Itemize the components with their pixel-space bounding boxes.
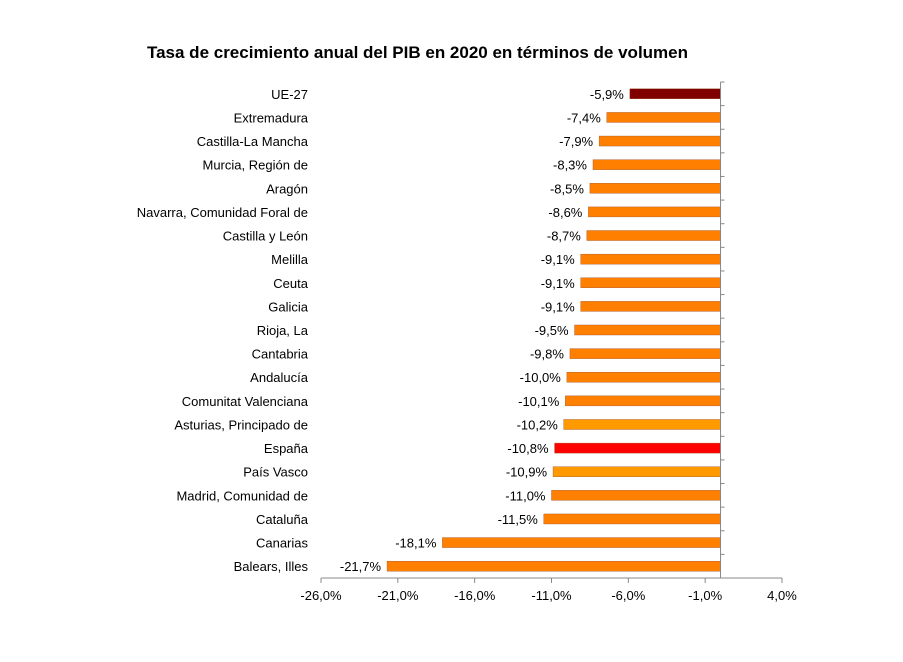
category-label: Comunitat Valenciana xyxy=(182,394,309,409)
bar xyxy=(552,466,721,477)
bar xyxy=(551,490,721,501)
data-label: -8,3% xyxy=(553,158,587,173)
data-label: -11,5% xyxy=(498,512,539,527)
data-label: -5,9% xyxy=(590,87,624,102)
bar xyxy=(629,88,721,100)
category-label: Canarias xyxy=(256,536,309,551)
bar xyxy=(598,135,721,147)
data-label: -9,1% xyxy=(541,299,575,314)
category-label: Murcia, Región de xyxy=(203,158,309,173)
bar xyxy=(606,112,721,123)
x-tick-label: 4,0% xyxy=(767,588,797,603)
bar xyxy=(563,419,721,430)
bar xyxy=(442,537,721,548)
x-tick-label: -6,0% xyxy=(611,588,645,603)
data-label: -21,7% xyxy=(340,559,382,574)
category-label: Asturias, Principado de xyxy=(174,417,308,432)
data-label: -8,7% xyxy=(547,229,581,244)
bar xyxy=(580,253,721,265)
data-label: -9,1% xyxy=(541,276,575,291)
category-label: Cataluña xyxy=(256,512,309,527)
x-tick-label: -16,0% xyxy=(454,588,496,603)
category-label: España xyxy=(264,441,309,456)
bar xyxy=(588,206,721,218)
category-label: Andalucía xyxy=(250,370,309,385)
bar xyxy=(543,513,721,525)
bar xyxy=(574,324,721,336)
category-label: Ceuta xyxy=(273,276,308,291)
data-label: -7,9% xyxy=(559,134,593,149)
data-label: -11,0% xyxy=(505,488,546,503)
category-label: Galicia xyxy=(268,299,309,314)
bar xyxy=(580,301,721,312)
data-label: -9,1% xyxy=(541,252,575,267)
bar xyxy=(566,372,721,383)
category-label: Navarra, Comunidad Foral de xyxy=(137,205,308,220)
category-label: País Vasco xyxy=(243,465,308,480)
data-label: -9,5% xyxy=(535,323,569,338)
x-tick-label: -11,0% xyxy=(531,588,572,603)
data-label: -7,4% xyxy=(567,110,601,125)
data-label: -10,1% xyxy=(518,394,560,409)
bar xyxy=(592,159,721,170)
data-label: -10,2% xyxy=(517,417,559,432)
category-label: Melilla xyxy=(271,252,309,267)
category-label: Castilla-La Mancha xyxy=(197,134,309,149)
chart-title: Tasa de crecimiento anual del PIB en 202… xyxy=(146,43,689,62)
category-label: Madrid, Comunidad de xyxy=(176,488,308,503)
category-label: Cantabria xyxy=(252,347,309,362)
x-tick-label: -1,0% xyxy=(688,588,722,603)
data-label: -8,6% xyxy=(548,205,582,220)
data-label: -18,1% xyxy=(395,536,437,551)
data-label: -10,0% xyxy=(520,370,562,385)
x-tick-label: -21,0% xyxy=(377,588,419,603)
bar xyxy=(569,348,721,359)
data-label: -8,5% xyxy=(550,181,584,196)
data-label: -9,8% xyxy=(530,347,564,362)
bar xyxy=(586,230,721,241)
category-label: Aragón xyxy=(266,181,308,196)
bar xyxy=(589,183,721,194)
x-tick-label: -26,0% xyxy=(300,588,342,603)
bar xyxy=(580,277,721,288)
data-label: -10,8% xyxy=(507,441,549,456)
category-label: Extremadura xyxy=(234,110,309,125)
category-label: Castilla y León xyxy=(223,229,308,244)
category-label: UE-27 xyxy=(271,87,308,102)
category-label: Rioja, La xyxy=(257,323,309,338)
data-label: -10,9% xyxy=(506,465,548,480)
bar xyxy=(565,395,721,407)
bar xyxy=(554,442,721,454)
bar xyxy=(386,560,721,572)
category-label: Balears, Illes xyxy=(234,559,309,574)
